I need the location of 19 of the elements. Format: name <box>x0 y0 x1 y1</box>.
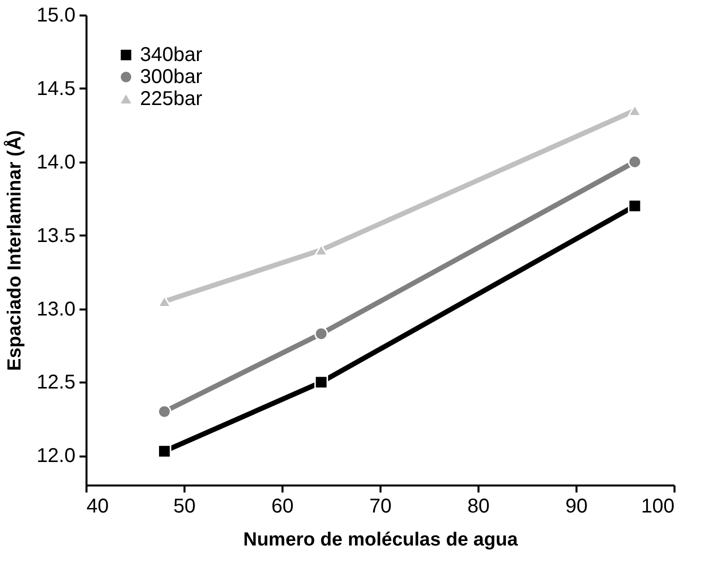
legend-label: 225bar <box>140 88 203 110</box>
y-tick-label: 14.0 <box>36 151 76 174</box>
x-tick-label: 40 <box>86 496 109 518</box>
y-tick-label: 14.5 <box>36 78 76 100</box>
y-tick-label: 12.0 <box>36 445 76 468</box>
x-tick-label: 80 <box>467 496 490 518</box>
y-axis-title: Espaciado Interlaminar (Å) <box>4 130 26 371</box>
x-tick-label: 90 <box>565 496 588 518</box>
x-tick-label: 100 <box>641 496 674 518</box>
y-tick-label: 13.5 <box>36 224 76 247</box>
x-tick-label: 70 <box>369 496 392 518</box>
x-tick-label: 60 <box>271 496 294 518</box>
x-axis-title: Numero de moléculas de agua <box>243 530 518 550</box>
x-tick-label: 50 <box>173 496 196 518</box>
legend-label: 340bar <box>140 44 203 66</box>
legend-label: 300bar <box>140 66 203 88</box>
y-tick-label: 12.5 <box>36 372 76 394</box>
y-tick-label: 13.0 <box>36 298 76 320</box>
y-tick-label: 15.0 <box>36 4 76 26</box>
